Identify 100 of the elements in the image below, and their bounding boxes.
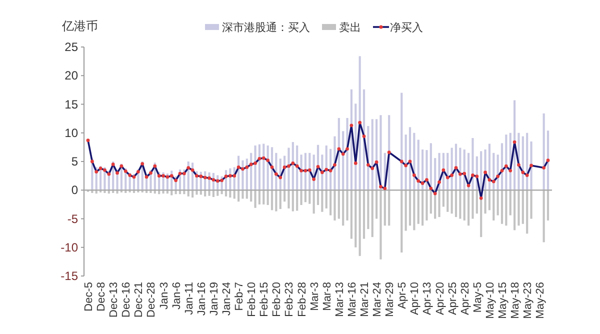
- x-tick-label: Jan-6: [170, 282, 183, 310]
- legend-label: 深市港股通：买入: [222, 21, 310, 34]
- bar: [254, 145, 256, 190]
- bar: [514, 190, 516, 230]
- bar: [413, 190, 416, 230]
- bar: [162, 190, 164, 194]
- x-tick-label: Mar-8: [321, 282, 334, 311]
- bar: [116, 190, 118, 194]
- y-axis-title: 亿港币: [61, 19, 98, 33]
- bar: [288, 148, 290, 190]
- bar: [472, 190, 474, 219]
- bar: [346, 190, 348, 220]
- x-tick-label: Jan-19: [208, 282, 220, 316]
- bar: [388, 190, 390, 226]
- x-tick-label: Dec-21: [133, 282, 146, 318]
- x-tick-label: May-15: [497, 282, 509, 319]
- x-tick-label: Dec-28: [146, 282, 158, 318]
- x-tick-label: Dec-13: [108, 282, 120, 318]
- bar: [170, 190, 173, 196]
- bar: [284, 190, 286, 202]
- x-tick-label: Feb-7: [234, 282, 246, 311]
- bar: [254, 190, 256, 208]
- bar: [380, 190, 382, 260]
- bar: [288, 190, 290, 208]
- bar: [308, 190, 311, 204]
- bar: [417, 190, 420, 224]
- x-tick-label: Mar-29: [384, 282, 396, 317]
- bar: [476, 190, 478, 214]
- bar: [371, 190, 374, 238]
- bar: [496, 190, 499, 216]
- bar: [526, 190, 528, 234]
- bar: [275, 190, 278, 212]
- bar: [542, 190, 545, 242]
- bar: [408, 190, 412, 226]
- bar: [500, 190, 504, 224]
- bar: [505, 190, 508, 226]
- bar: [509, 190, 512, 216]
- x-tick-label: Jan-16: [196, 282, 208, 316]
- bar: [316, 190, 320, 206]
- bar: [450, 190, 453, 214]
- y-tick-label: 15: [64, 97, 78, 112]
- y-tick-label: 10: [64, 126, 78, 140]
- bar: [518, 190, 520, 226]
- x-tick-label: Mar-21: [359, 282, 371, 317]
- bar: [312, 190, 315, 214]
- bar: [480, 151, 482, 190]
- x-tick-label: Apr-20: [434, 282, 446, 316]
- y-tick-label: -15: [60, 269, 78, 283]
- bar: [321, 190, 324, 212]
- bar: [216, 190, 219, 196]
- bar: [522, 190, 524, 224]
- legend-label: 卖出: [339, 21, 361, 34]
- x-tick-label: Apr-5: [396, 282, 409, 309]
- bar: [325, 190, 328, 208]
- bar: [296, 190, 298, 211]
- bar: [422, 190, 424, 226]
- bar: [468, 190, 470, 226]
- x-tick-label: Jan-24: [221, 282, 233, 316]
- y-tick-label: -10: [60, 240, 78, 254]
- bar: [338, 190, 340, 219]
- y-tick-label: 20: [64, 68, 78, 83]
- x-tick-label: Jan-11: [183, 282, 196, 315]
- bar: [472, 138, 474, 190]
- x-tick-label: Dec-5: [83, 282, 95, 312]
- bar: [438, 190, 440, 218]
- bar: [262, 190, 265, 204]
- bar: [459, 190, 462, 219]
- bar: [492, 190, 495, 220]
- bar: [292, 190, 294, 212]
- bar: [104, 190, 106, 193]
- x-tick-label: Dec-8: [96, 282, 108, 312]
- bar: [242, 190, 244, 199]
- x-tick-label: Feb-23: [284, 282, 296, 317]
- y-tick-label: 0: [71, 183, 78, 198]
- y-tick-label: 25: [64, 40, 78, 54]
- bar: [542, 113, 545, 190]
- bar: [546, 190, 550, 220]
- bar: [279, 190, 282, 210]
- bar: [367, 190, 370, 230]
- legend-label: 净买入: [390, 21, 423, 34]
- bar: [204, 190, 206, 196]
- bar: [266, 190, 269, 206]
- bar: [192, 190, 194, 198]
- bar: [463, 190, 466, 220]
- bar: [350, 190, 352, 239]
- bar: [300, 190, 302, 206]
- y-tick-label: -5: [67, 212, 78, 226]
- bar: [446, 190, 449, 212]
- x-tick-label: May-18: [510, 282, 522, 319]
- x-tick-label: Jan-3: [158, 282, 170, 310]
- bar: [229, 190, 232, 198]
- bar: [380, 115, 382, 190]
- x-tick-label: Dec-16: [120, 282, 133, 318]
- bar: [488, 190, 490, 210]
- bar: [376, 190, 378, 219]
- bar: [330, 190, 332, 216]
- x-tick-label: Apr-10: [409, 282, 422, 316]
- bar: [342, 190, 344, 226]
- bar: [362, 190, 366, 239]
- x-tick-label: May-23: [522, 282, 534, 319]
